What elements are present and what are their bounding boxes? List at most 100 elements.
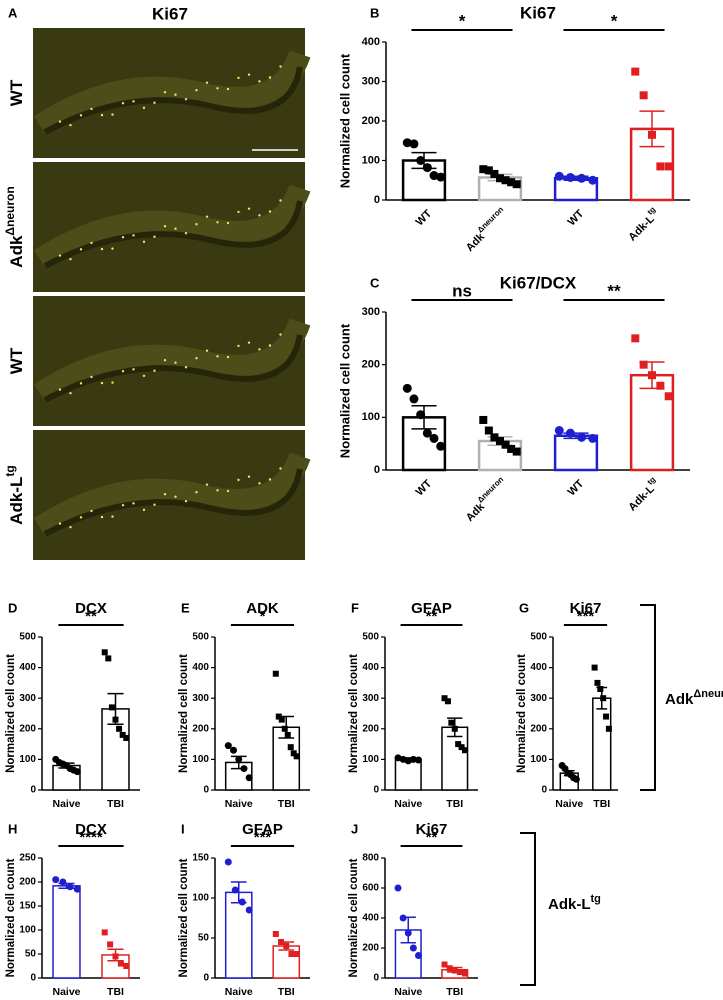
cell-dot <box>153 369 156 372</box>
chart-title: DCX <box>75 600 107 617</box>
y-axis-label: Normalized cell count <box>348 654 360 773</box>
y-tick-label: 100 <box>19 925 36 936</box>
cell-dot <box>163 358 167 362</box>
data-point <box>631 67 640 76</box>
x-tick-label: TBI <box>446 986 463 998</box>
data-point <box>554 171 564 181</box>
data-point <box>224 742 232 750</box>
cell-dot <box>205 215 209 218</box>
y-tick-label: 500 <box>192 632 209 643</box>
data-point <box>458 744 465 751</box>
y-tick-label: 300 <box>362 306 380 318</box>
cell-dot <box>174 93 177 96</box>
data-point <box>240 765 248 773</box>
cell-dot <box>58 522 62 525</box>
data-point <box>451 725 458 732</box>
cell-dot <box>142 106 146 110</box>
x-tick-label: Naive <box>225 986 253 998</box>
data-point <box>414 756 422 764</box>
data-point <box>287 744 294 751</box>
chart-title: Ki67/DCX <box>500 273 577 292</box>
significance-label: ** <box>85 608 97 625</box>
bar <box>441 726 469 791</box>
bar <box>272 945 301 979</box>
data-point <box>275 713 282 720</box>
x-tick-label-base: Adk-L <box>626 483 657 514</box>
data-point <box>591 664 598 671</box>
bar <box>52 885 81 979</box>
y-tick-label: 200 <box>192 723 209 734</box>
panel-letter: H <box>8 821 17 836</box>
panel-letter: E <box>181 600 190 615</box>
y-axis-label: Normalized cell count <box>337 323 352 458</box>
cell-dot <box>205 483 209 486</box>
cell-dot <box>132 100 135 103</box>
cell-dot <box>58 388 62 391</box>
data-point <box>394 884 402 892</box>
data-point <box>224 858 232 866</box>
cell-dot <box>184 232 188 235</box>
data-point <box>484 426 493 435</box>
data-point <box>436 441 446 451</box>
significance-label: *** <box>577 608 595 625</box>
cell-dot <box>121 236 125 239</box>
cell-dot <box>79 516 83 519</box>
cell-dot <box>100 381 104 385</box>
cell-dot <box>79 382 83 385</box>
data-point <box>446 965 453 972</box>
x-tick-label: Naive <box>394 986 422 998</box>
data-point <box>451 967 458 974</box>
data-point <box>278 939 285 945</box>
micrograph-texture <box>34 451 311 537</box>
data-point <box>409 755 417 763</box>
cell-dot <box>111 113 114 116</box>
y-tick-label: 0 <box>203 785 209 796</box>
data-point <box>108 704 115 711</box>
x-tick-label: Naive <box>52 798 80 810</box>
granule-layer <box>43 66 303 135</box>
panel-letter: A <box>8 5 18 20</box>
cell-dot <box>237 478 240 482</box>
x-tick-label: AdkΔneuron <box>461 475 510 524</box>
data-point <box>554 426 564 435</box>
row-label: Adk-Ltg <box>3 465 26 525</box>
data-point <box>272 670 279 677</box>
bracket <box>640 604 656 791</box>
data-point <box>512 447 521 456</box>
chart-title: GFAP <box>411 600 452 617</box>
x-tick-label: Naive <box>394 798 422 810</box>
y-tick-label: 100 <box>192 893 209 904</box>
bracket-label: Adk-Ltg <box>548 893 601 913</box>
granule-layer <box>43 200 303 269</box>
cell-dot <box>174 227 177 230</box>
bracket-label-sup: tg <box>591 893 601 905</box>
bar <box>592 697 612 791</box>
cell-dot <box>247 207 251 210</box>
cell-dot <box>279 467 282 470</box>
cell-dot <box>79 114 83 117</box>
significance-label: ** <box>607 281 621 300</box>
data-point <box>245 906 253 914</box>
cell-dot <box>226 489 230 493</box>
cell-dot <box>258 482 261 485</box>
y-tick-label: 0 <box>30 785 36 796</box>
y-tick-label: 200 <box>362 943 379 954</box>
cell-dot <box>216 87 219 90</box>
x-tick-label: Naive <box>555 798 583 810</box>
data-point <box>283 943 290 949</box>
data-point <box>484 166 493 175</box>
y-tick-label: 100 <box>19 754 36 765</box>
data-point <box>577 173 587 183</box>
bracket <box>520 832 536 986</box>
cell-dot <box>111 247 114 250</box>
data-point <box>631 334 640 343</box>
cell-dot <box>237 344 240 348</box>
cell-dot <box>163 492 167 496</box>
data-point <box>402 383 412 393</box>
cell-dot <box>111 515 114 518</box>
cell-dot <box>58 120 62 123</box>
data-point <box>441 695 448 702</box>
x-tick-label-base: WT <box>414 477 435 498</box>
chart-title: Ki67 <box>416 821 448 838</box>
y-tick-label: 0 <box>374 464 380 476</box>
